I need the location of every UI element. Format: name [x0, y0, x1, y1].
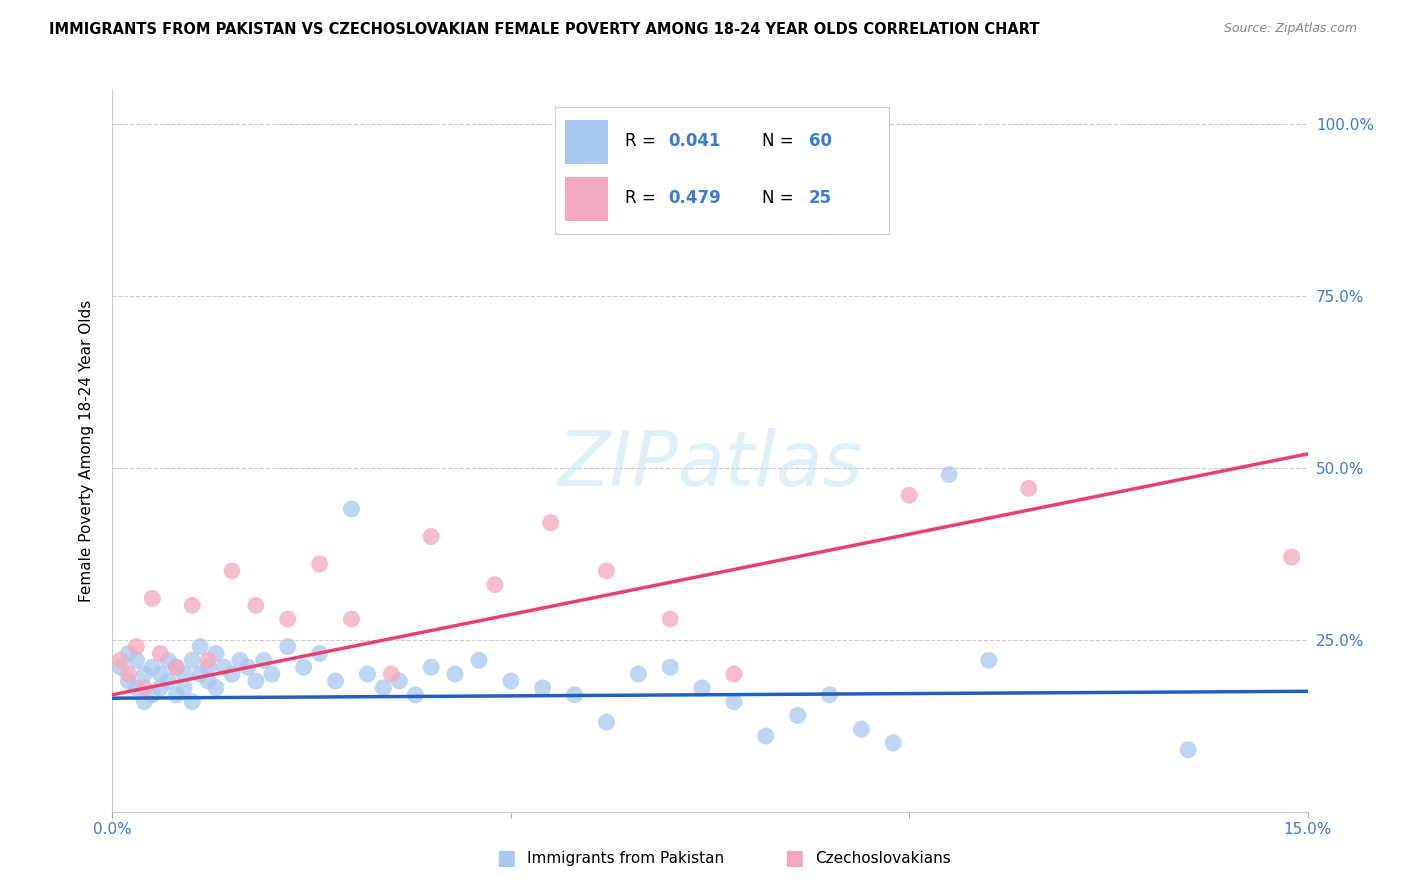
Point [157, 673, 180, 688]
Point [882, 736, 904, 750]
Point [110, 660, 132, 674]
Point [786, 708, 808, 723]
Point [277, 640, 299, 654]
Point [221, 564, 243, 578]
Point [690, 681, 713, 695]
Point [851, 722, 873, 736]
Point [245, 673, 267, 688]
Point [110, 653, 132, 667]
Point [659, 660, 682, 674]
Point [1018, 481, 1040, 495]
Point [165, 660, 187, 674]
Text: ZIPatlas: ZIPatlas [557, 428, 863, 502]
Text: Immigrants from Pakistan: Immigrants from Pakistan [527, 851, 724, 865]
Point [595, 564, 617, 578]
Point [818, 688, 841, 702]
Point [253, 653, 276, 667]
Point [197, 660, 219, 674]
Point [388, 673, 411, 688]
Point [627, 667, 650, 681]
Point [165, 688, 187, 702]
Point [325, 673, 347, 688]
Point [564, 688, 586, 702]
Point [444, 667, 467, 681]
Point [380, 667, 402, 681]
Point [229, 653, 252, 667]
Point [723, 667, 745, 681]
Point [308, 557, 330, 571]
Point [723, 695, 745, 709]
Point [1177, 743, 1199, 757]
Point [212, 660, 235, 674]
Text: Czechoslovakians: Czechoslovakians [815, 851, 952, 865]
Point [165, 660, 187, 674]
Point [1281, 550, 1303, 565]
Point [197, 673, 219, 688]
Point [977, 653, 1000, 667]
Point [236, 660, 259, 674]
Point [125, 653, 148, 667]
Point [117, 647, 139, 661]
Point [141, 591, 163, 606]
Point [340, 612, 363, 626]
Point [117, 667, 139, 681]
Point [484, 577, 506, 591]
Point [117, 673, 139, 688]
Text: IMMIGRANTS FROM PAKISTAN VS CZECHOSLOVAKIAN FEMALE POVERTY AMONG 18-24 YEAR OLDS: IMMIGRANTS FROM PAKISTAN VS CZECHOSLOVAK… [49, 22, 1039, 37]
Point [277, 612, 299, 626]
Point [173, 681, 195, 695]
Point [540, 516, 562, 530]
Point [134, 681, 156, 695]
Text: ■: ■ [785, 848, 804, 868]
Point [404, 688, 426, 702]
Point [659, 612, 682, 626]
Point [308, 647, 330, 661]
Point [125, 640, 148, 654]
Point [755, 729, 778, 743]
Point [197, 653, 219, 667]
Point [499, 673, 522, 688]
Point [260, 667, 283, 681]
Point [221, 667, 243, 681]
Point [595, 715, 617, 730]
Point [134, 695, 156, 709]
Point [245, 599, 267, 613]
Point [181, 599, 204, 613]
Point [188, 640, 211, 654]
Point [149, 667, 172, 681]
Point [181, 653, 204, 667]
Point [938, 467, 960, 482]
Point [173, 667, 195, 681]
Point [373, 681, 395, 695]
Point [149, 647, 172, 661]
Point [531, 681, 554, 695]
Point [181, 695, 204, 709]
Point [125, 681, 148, 695]
Point [420, 529, 443, 543]
Point [468, 653, 491, 667]
Point [141, 688, 163, 702]
Point [205, 647, 228, 661]
Point [134, 667, 156, 681]
Point [157, 653, 180, 667]
Point [818, 219, 841, 234]
Point [898, 488, 921, 502]
Text: ■: ■ [496, 848, 516, 868]
Point [141, 660, 163, 674]
Point [188, 667, 211, 681]
Point [292, 660, 315, 674]
Y-axis label: Female Poverty Among 18-24 Year Olds: Female Poverty Among 18-24 Year Olds [79, 300, 94, 601]
Point [340, 502, 363, 516]
Point [420, 660, 443, 674]
Point [205, 681, 228, 695]
Point [149, 681, 172, 695]
Text: Source: ZipAtlas.com: Source: ZipAtlas.com [1223, 22, 1357, 36]
Point [356, 667, 378, 681]
